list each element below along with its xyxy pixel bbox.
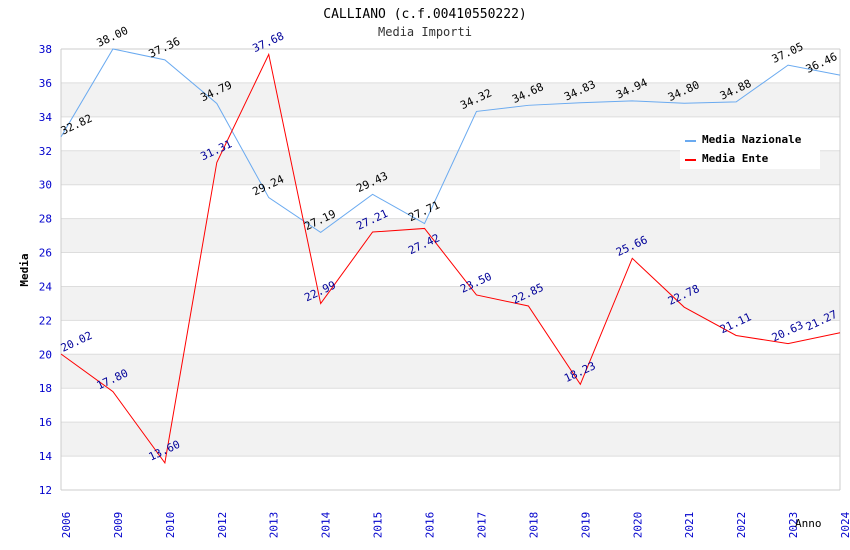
- series-line-ente: [60, 52, 841, 465]
- y-tick-label: 16: [39, 416, 52, 429]
- x-tick-label: 2021: [683, 512, 696, 539]
- legend-box: [680, 128, 820, 169]
- series-line-nazionale: [60, 48, 841, 233]
- data-label: 37.05: [770, 40, 806, 66]
- x-tick-label: 2016: [424, 512, 437, 539]
- x-tick-label: 2014: [320, 511, 333, 538]
- legend-label-ente: Media Ente: [702, 152, 769, 165]
- y-tick-label: 36: [39, 77, 52, 90]
- chart-title: CALLIANO (c.f.00410550222): [323, 7, 527, 22]
- data-label: 37.36: [147, 35, 183, 61]
- y-tick-label: 26: [39, 247, 52, 260]
- y-tick-label: 22: [39, 314, 52, 327]
- y-tick-label: 28: [39, 213, 52, 226]
- y-tick-label: 12: [39, 484, 52, 497]
- grid-band: [61, 286, 840, 321]
- y-tick-label: 14: [39, 450, 53, 463]
- x-tick-label: 2012: [216, 512, 229, 539]
- x-tick-label: 2024: [839, 511, 850, 538]
- x-tick-label: 2018: [527, 512, 540, 539]
- x-tick-label: 2023: [787, 512, 800, 539]
- x-tick-label: 2009: [112, 512, 125, 539]
- x-tick-label: 2019: [579, 512, 592, 539]
- legend-label-nazionale: Media Nazionale: [702, 133, 802, 146]
- y-tick-label: 20: [39, 348, 52, 361]
- y-tick-label: 30: [39, 179, 52, 192]
- grid-band: [61, 82, 840, 117]
- x-axis-label: Anno: [795, 517, 822, 530]
- data-label: 38.00: [95, 24, 131, 50]
- x-tick-label: 2006: [60, 512, 73, 539]
- x-tick-label: 2010: [164, 512, 177, 539]
- data-label: 20.02: [59, 329, 95, 355]
- x-tick-label: 2020: [631, 512, 644, 539]
- chart-subtitle: Media Importi: [378, 25, 472, 39]
- x-tick-label: 2022: [735, 512, 748, 539]
- data-label: 20.63: [770, 319, 806, 345]
- grid-band: [61, 422, 840, 457]
- x-tick-label: 2013: [268, 512, 281, 539]
- y-tick-label: 38: [39, 43, 52, 56]
- y-tick-label: 34: [39, 111, 53, 124]
- y-tick-label: 18: [39, 382, 52, 395]
- x-tick-label: 2017: [475, 512, 488, 539]
- grid-band: [61, 218, 840, 253]
- y-tick-label: 32: [39, 145, 52, 158]
- legend: Media Nazionale Media Ente: [680, 128, 820, 169]
- y-tick-label: 24: [39, 280, 53, 293]
- data-label: 37.68: [251, 29, 287, 55]
- y-axis-label: Media: [18, 253, 31, 286]
- x-tick-label: 2015: [372, 512, 385, 539]
- grid-band: [61, 354, 840, 389]
